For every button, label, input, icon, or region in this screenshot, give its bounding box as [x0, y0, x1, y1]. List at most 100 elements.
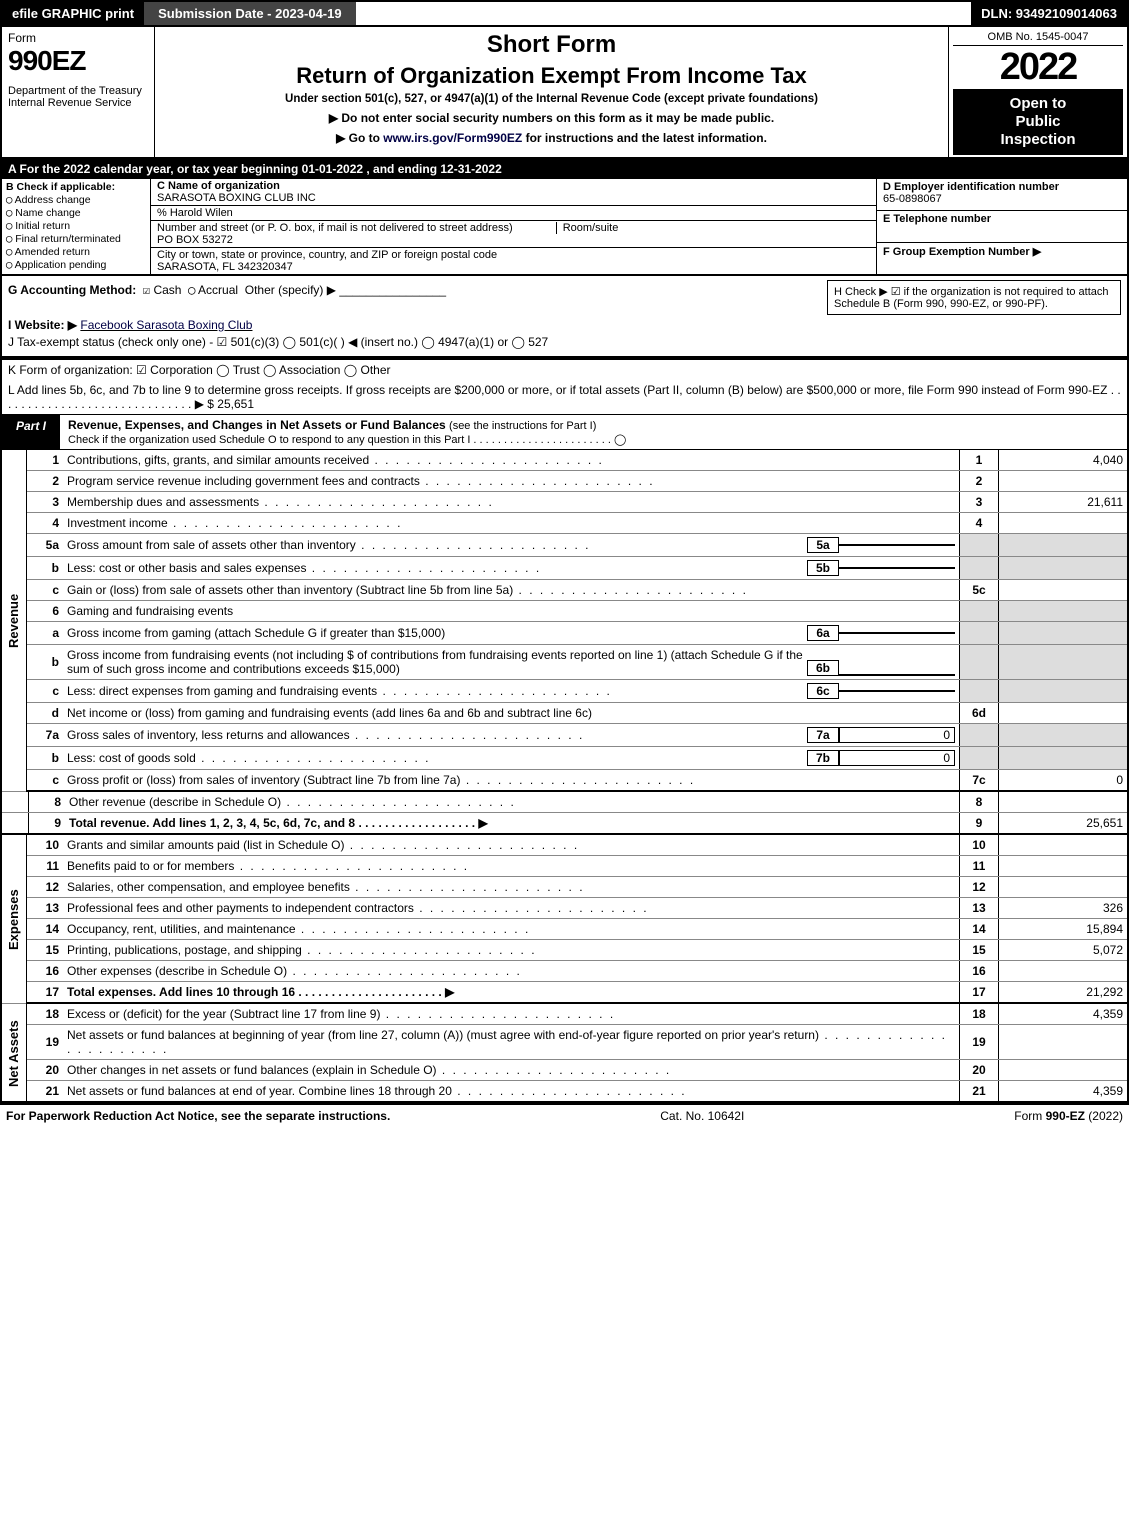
- line-6a-box-shade: [960, 622, 999, 645]
- line-10-num: 10: [27, 835, 64, 856]
- check-initial-return[interactable]: ◯ Initial return: [6, 220, 146, 232]
- row-l: L Add lines 5b, 6c, and 7b to line 9 to …: [0, 380, 1129, 415]
- instruction-1: ▶ Do not enter social security numbers o…: [163, 111, 940, 125]
- row-l-text: L Add lines 5b, 6c, and 7b to line 9 to …: [8, 383, 1121, 411]
- part-1-title: Revenue, Expenses, and Changes in Net As…: [60, 415, 1127, 449]
- line-3-desc: Membership dues and assessments: [63, 492, 960, 513]
- dept-label: Department of the Treasury: [8, 85, 148, 97]
- line-8-desc: Other revenue (describe in Schedule O): [65, 792, 960, 813]
- check-accrual[interactable]: ◯: [188, 283, 195, 297]
- form-word: Form: [8, 31, 148, 45]
- short-form-title: Short Form: [163, 31, 940, 59]
- line-2-val: [999, 471, 1129, 492]
- open-line-3: Inspection: [957, 131, 1119, 149]
- line-4-box: 4: [960, 513, 999, 534]
- efile-print-label[interactable]: efile GRAPHIC print: [2, 2, 144, 25]
- line-13-desc: Professional fees and other payments to …: [63, 898, 960, 919]
- line-11-desc: Benefits paid to or for members: [63, 856, 960, 877]
- line-6b-ival: [839, 674, 955, 676]
- website-link[interactable]: Facebook Sarasota Boxing Club: [80, 318, 252, 332]
- other-specify[interactable]: Other (specify) ▶: [245, 283, 336, 297]
- ein-value: 65-0898067: [883, 193, 942, 205]
- line-7b-num: b: [27, 747, 64, 770]
- line-5b-num: b: [27, 557, 64, 580]
- line-19-num: 19: [27, 1025, 64, 1060]
- line-17-val: 21,292: [999, 982, 1129, 1004]
- line-11-box: 11: [960, 856, 999, 877]
- check-amended-return[interactable]: ◯ Amended return: [6, 246, 146, 258]
- check-cash[interactable]: ☑: [143, 283, 150, 297]
- line-5c-desc: Gain or (loss) from sale of assets other…: [63, 580, 960, 601]
- check-final-return[interactable]: ◯ Final return/terminated: [6, 233, 146, 245]
- line-7a-wrap: Gross sales of inventory, less returns a…: [63, 724, 960, 747]
- line-1-num: 1: [27, 450, 64, 471]
- line-16-val: [999, 961, 1129, 982]
- box-b: B Check if applicable: ◯ Address change …: [2, 179, 151, 274]
- form-number: 990EZ: [8, 45, 148, 77]
- section-bcdef: B Check if applicable: ◯ Address change …: [0, 179, 1129, 276]
- page-footer: For Paperwork Reduction Act Notice, see …: [0, 1103, 1129, 1127]
- city-label: City or town, state or province, country…: [157, 249, 497, 261]
- line-6d-val: [999, 703, 1129, 724]
- dln-number: DLN: 93492109014063: [971, 2, 1127, 25]
- line-6d-desc: Net income or (loss) from gaming and fun…: [63, 703, 960, 724]
- line-21-box: 21: [960, 1081, 999, 1103]
- city-value: SARASOTA, FL 342320347: [157, 261, 293, 273]
- box-def: D Employer identification number 65-0898…: [876, 179, 1127, 274]
- irs-link[interactable]: www.irs.gov/Form990EZ: [383, 131, 522, 145]
- line-5b-ival: [839, 567, 955, 569]
- line-5b-desc: Less: cost or other basis and sales expe…: [67, 561, 807, 575]
- part-1-check-note: Check if the organization used Schedule …: [68, 434, 626, 446]
- line-16-desc: Other expenses (describe in Schedule O): [63, 961, 960, 982]
- line-5a-ival: [839, 544, 955, 546]
- check-application-pending[interactable]: ◯ Application pending: [6, 259, 146, 271]
- line-6-box-shade: [960, 601, 999, 622]
- street-cell: Number and street (or P. O. box, if mail…: [151, 221, 876, 248]
- part-1-header: Part I Revenue, Expenses, and Changes in…: [0, 415, 1129, 450]
- line-5a-wrap: Gross amount from sale of assets other t…: [63, 534, 960, 557]
- street-value: PO BOX 53272: [157, 234, 233, 246]
- footer-left: For Paperwork Reduction Act Notice, see …: [6, 1109, 390, 1123]
- header-right: OMB No. 1545-0047 2022 Open to Public In…: [949, 27, 1127, 157]
- line-6a-desc: Gross income from gaming (attach Schedul…: [67, 626, 807, 640]
- line-13-num: 13: [27, 898, 64, 919]
- line-4-val: [999, 513, 1129, 534]
- instruction-2: ▶ Go to www.irs.gov/Form990EZ for instru…: [163, 131, 940, 145]
- line-6d-box: 6d: [960, 703, 999, 724]
- line-2-box: 2: [960, 471, 999, 492]
- line-6a-wrap: Gross income from gaming (attach Schedul…: [63, 622, 960, 645]
- cash-label: Cash: [153, 283, 181, 297]
- line-6b-ibox: 6b: [807, 660, 839, 676]
- line-6a-val-shade: [999, 622, 1129, 645]
- line-7b-wrap: Less: cost of goods sold 7b 0: [63, 747, 960, 770]
- line-1-desc: Contributions, gifts, grants, and simila…: [63, 450, 960, 471]
- line-1-box: 1: [960, 450, 999, 471]
- line-7a-box-shade: [960, 724, 999, 747]
- row-l-amount: 25,651: [217, 397, 254, 411]
- line-5b-wrap: Less: cost or other basis and sales expe…: [63, 557, 960, 580]
- check-address-change[interactable]: ◯ Address change: [6, 194, 146, 206]
- line-7b-ival: 0: [839, 750, 955, 766]
- line-15-val: 5,072: [999, 940, 1129, 961]
- tax-year: 2022: [953, 46, 1123, 89]
- line-6b-wrap: Gross income from fundraising events (no…: [63, 645, 960, 680]
- line-8-box: 8: [960, 792, 999, 813]
- line-5b-box-shade: [960, 557, 999, 580]
- header-center: Short Form Return of Organization Exempt…: [155, 27, 949, 157]
- line-11-val: [999, 856, 1129, 877]
- line-7a-ibox: 7a: [807, 727, 839, 743]
- line-12-box: 12: [960, 877, 999, 898]
- box-f: F Group Exemption Number ▶: [877, 243, 1127, 274]
- line-14-val: 15,894: [999, 919, 1129, 940]
- check-name-change[interactable]: ◯ Name change: [6, 207, 146, 219]
- line-6b-val-shade: [999, 645, 1129, 680]
- ein-label: D Employer identification number: [883, 181, 1059, 193]
- line-19-box: 19: [960, 1025, 999, 1060]
- line-7b-ibox: 7b: [807, 750, 839, 766]
- line-6c-desc: Less: direct expenses from gaming and fu…: [67, 684, 807, 698]
- line-16-num: 16: [27, 961, 64, 982]
- line-5a-num: 5a: [27, 534, 64, 557]
- part-1-title-note: (see the instructions for Part I): [449, 420, 596, 432]
- website-label: I Website: ▶: [8, 318, 77, 332]
- line-4-desc: Investment income: [63, 513, 960, 534]
